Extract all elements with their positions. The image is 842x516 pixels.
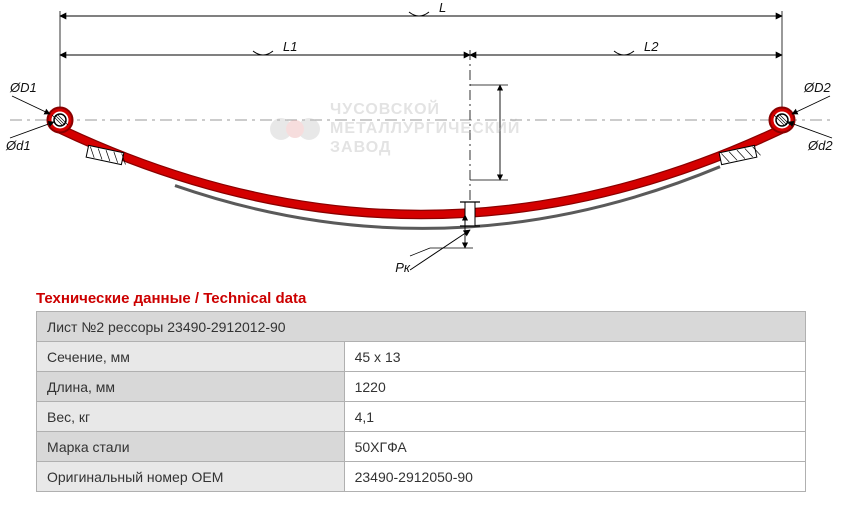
svg-text:L1: L1 [283, 39, 297, 54]
table-row: Длина, мм1220 [37, 372, 806, 402]
technical-data-section: Технические данные / Technical data Лист… [36, 290, 806, 492]
table-title-row: Лист №2 рессоры 23490-2912012-90 [37, 312, 806, 342]
spec-value: 1220 [344, 372, 805, 402]
svg-text:Ød1: Ød1 [5, 138, 31, 153]
svg-text:ØD1: ØD1 [9, 80, 37, 95]
table-row: Сечение, мм45 x 13 [37, 342, 806, 372]
spec-value: 50ХГФА [344, 432, 805, 462]
table-heading: Технические данные / Technical data [36, 290, 806, 307]
table-title-cell: Лист №2 рессоры 23490-2912012-90 [37, 312, 806, 342]
svg-text:ØD2: ØD2 [803, 80, 832, 95]
spec-value: 4,1 [344, 402, 805, 432]
spec-label: Марка стали [37, 432, 345, 462]
svg-text:L: L [439, 0, 446, 15]
table-row: Вес, кг4,1 [37, 402, 806, 432]
spec-label: Оригинальный номер OEM [37, 462, 345, 492]
svg-text:Ød2: Ød2 [807, 138, 833, 153]
svg-text:L2: L2 [644, 39, 659, 54]
leaf-spring-diagram: L L1 L2 ØD1 Ød1 ØD2 Ød2 Pк [0, 0, 842, 280]
spec-label: Сечение, мм [37, 342, 345, 372]
spec-label: Длина, мм [37, 372, 345, 402]
spec-table: Лист №2 рессоры 23490-2912012-90Сечение,… [36, 311, 806, 492]
spec-value: 23490-2912050-90 [344, 462, 805, 492]
spec-label: Вес, кг [37, 402, 345, 432]
diagram-area: LL1L2ØD1Ød1ØD2Ød2Pк ЧУСОВСКОЙ МЕТАЛЛУРГИ… [0, 0, 842, 280]
spec-value: 45 x 13 [344, 342, 805, 372]
table-row: Марка стали50ХГФА [37, 432, 806, 462]
svg-text:Pк: Pк [395, 260, 411, 275]
table-row: Оригинальный номер OEM23490-2912050-90 [37, 462, 806, 492]
